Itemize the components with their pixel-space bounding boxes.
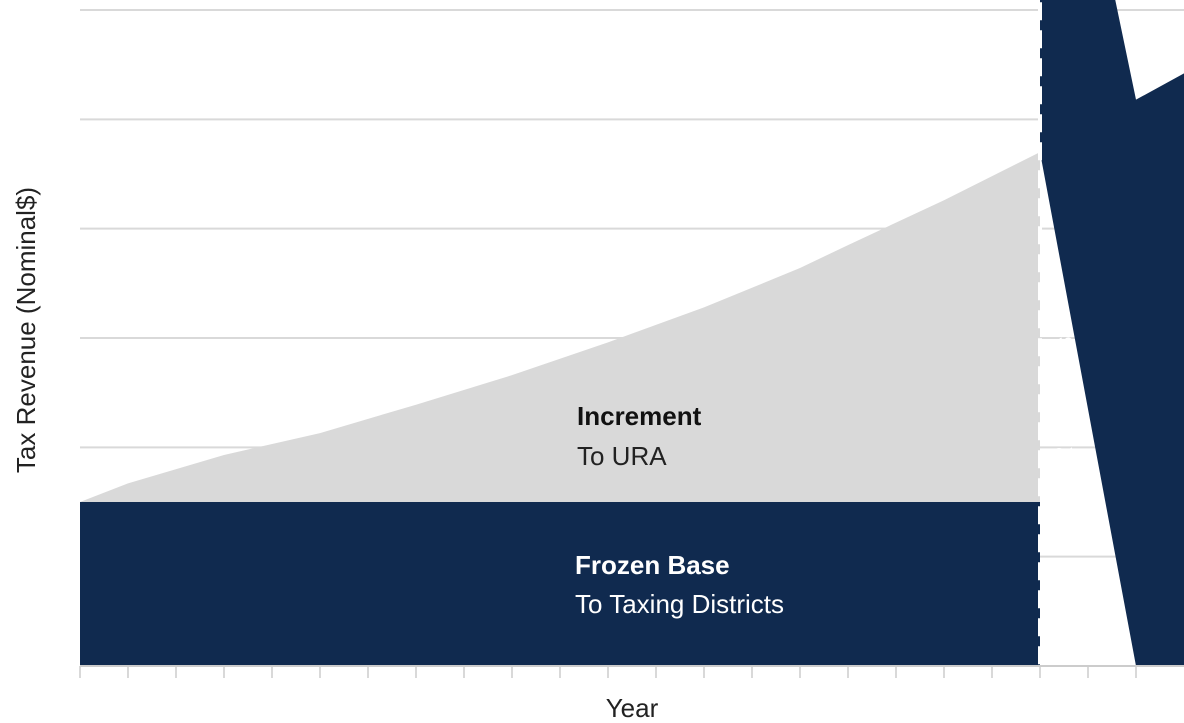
area bbox=[1040, 0, 1184, 666]
expiry-label: URA Expires bbox=[1048, 336, 1078, 483]
increment-sub: To URA bbox=[577, 441, 667, 471]
area bbox=[80, 152, 1040, 502]
base-sub: To Taxing Districts bbox=[575, 589, 784, 619]
area bbox=[80, 502, 1040, 666]
increment-title: Increment bbox=[577, 401, 702, 431]
base-title: Frozen Base bbox=[575, 550, 730, 580]
y-axis-label: Tax Revenue (Nominal$) bbox=[11, 187, 41, 473]
x-axis-label: Year bbox=[606, 693, 659, 723]
